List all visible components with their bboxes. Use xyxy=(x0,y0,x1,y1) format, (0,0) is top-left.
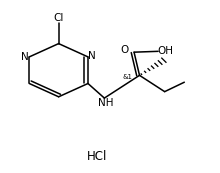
Text: O: O xyxy=(120,45,128,56)
Text: &1: &1 xyxy=(123,74,132,80)
Text: OH: OH xyxy=(158,46,174,56)
Text: N: N xyxy=(21,52,28,62)
Text: HCl: HCl xyxy=(87,150,107,163)
Text: NH: NH xyxy=(98,98,113,108)
Text: Cl: Cl xyxy=(53,13,64,23)
Text: N: N xyxy=(88,51,96,61)
